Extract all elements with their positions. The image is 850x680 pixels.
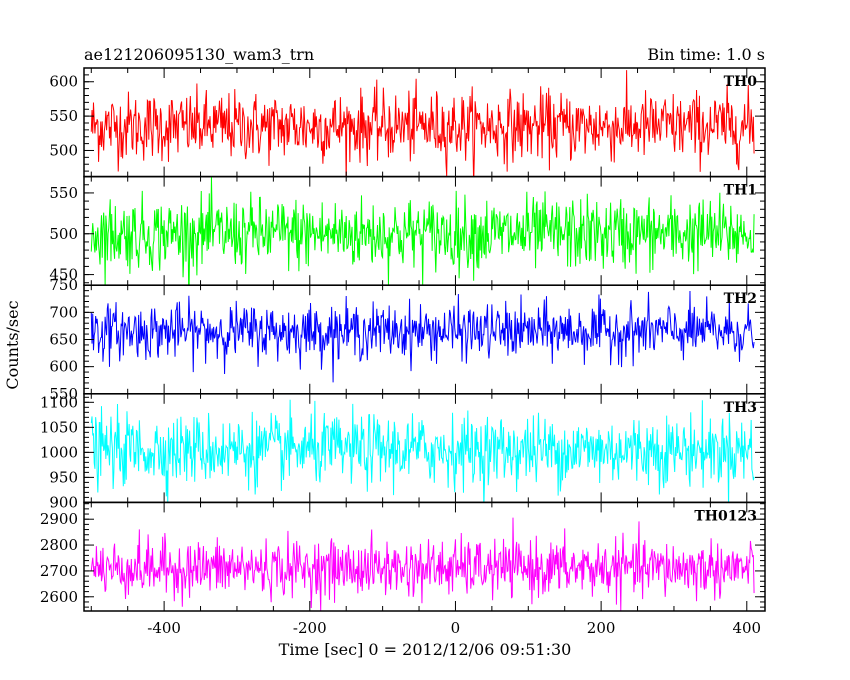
- panel-label-th0123: TH0123: [694, 508, 757, 524]
- y-tick-label-th2: 750: [49, 276, 78, 294]
- y-tick-label-th3: 900: [49, 493, 78, 511]
- x-tick-label: -200: [293, 619, 327, 637]
- y-tick-label-th0123: 2600: [40, 588, 78, 606]
- panel-frame-th0123: [83, 501, 766, 612]
- panel-label-th2: TH2: [724, 291, 757, 307]
- panel-th3: 900 950 1000 1050 1100 TH3: [40, 393, 766, 511]
- y-tick-label-th3: 1000: [40, 443, 78, 461]
- x-axis-label: Time [sec] 0 = 2012/12/06 09:51:30: [279, 640, 572, 659]
- series-line-th0123: [90, 517, 755, 611]
- x-tick-label: 400: [732, 619, 761, 637]
- panel-th1: 450 500 550 TH1: [49, 175, 766, 286]
- x-axis: -400 -200 0 200 400: [147, 619, 761, 637]
- y-tick-label-th0: 600: [49, 73, 78, 91]
- y-tick-label-th2: 550: [49, 385, 78, 403]
- y-tick-label-th1: 450: [49, 266, 78, 284]
- y-axis-label: Counts/sec: [3, 300, 22, 389]
- chart-title: ae121206095130_wam3_trn: [84, 45, 314, 64]
- x-tick-label: 0: [451, 619, 461, 637]
- y-tick-label-th1: 500: [49, 225, 78, 243]
- x-tick-label: -400: [147, 619, 181, 637]
- series-line-th0: [90, 70, 755, 177]
- panel-label-th3: TH3: [724, 400, 757, 416]
- y-tick-label-th3: 1100: [40, 393, 78, 411]
- y-tick-label-th2: 700: [49, 303, 78, 321]
- panels-group: 500 550 600 TH0 450 500 550 TH1 550 600 650 700 750 T…: [40, 67, 766, 612]
- bin-time-label: Bin time: 1.0 s: [647, 45, 765, 64]
- y-tick-label-th1: 550: [49, 184, 78, 202]
- series-line-th3: [90, 399, 755, 503]
- panel-label-th1: TH1: [724, 183, 757, 199]
- panel-th0123: 2600 2700 2800 2900 TH0123: [40, 501, 766, 612]
- y-tick-label-th0: 550: [49, 107, 78, 125]
- panel-th0: 500 550 600 TH0: [49, 67, 766, 178]
- y-tick-label-th0123: 2800: [40, 536, 78, 554]
- y-tick-label-th0: 500: [49, 141, 78, 159]
- panel-label-th0: TH0: [724, 74, 758, 90]
- series-line-th2: [90, 291, 755, 383]
- y-tick-label-th2: 600: [49, 358, 78, 376]
- y-tick-label-th0123: 2900: [40, 510, 78, 528]
- series-line-th1: [90, 177, 755, 286]
- y-tick-label-th2: 650: [49, 331, 78, 349]
- panel-th2: 550 600 650 700 750 TH2: [49, 276, 766, 403]
- x-tick-label: 200: [587, 619, 616, 637]
- y-tick-label-th0123: 2700: [40, 562, 78, 580]
- y-tick-label-th3: 950: [49, 468, 78, 486]
- y-tick-label-th3: 1050: [40, 418, 78, 436]
